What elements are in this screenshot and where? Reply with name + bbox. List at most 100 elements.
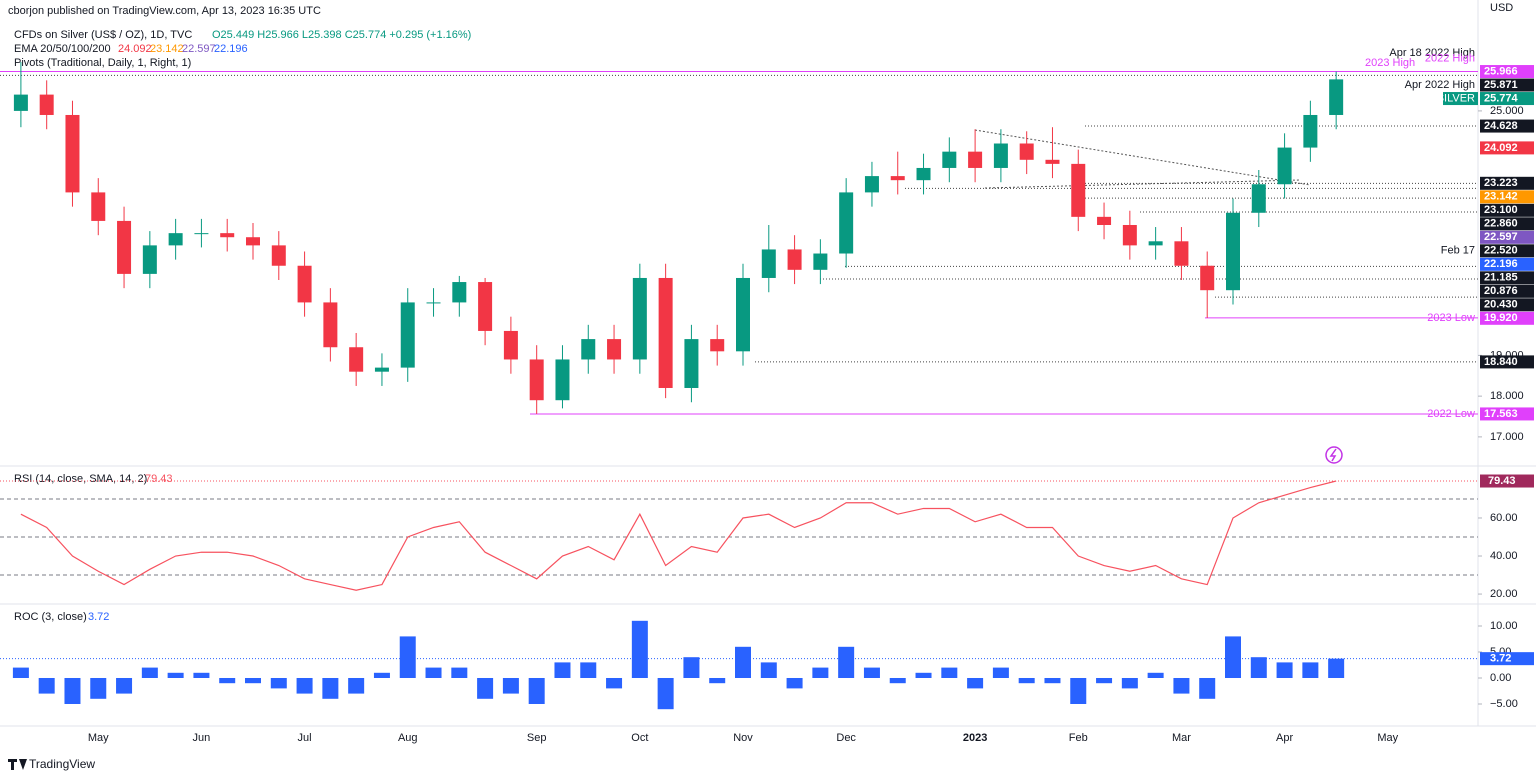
y-tick-label: 25.000	[1490, 105, 1524, 117]
roc-bar	[1276, 662, 1293, 678]
price-label-box	[1480, 257, 1534, 271]
roc-bar	[915, 672, 932, 678]
level-note: 2023 Low	[1427, 312, 1475, 324]
candle-body	[426, 302, 441, 304]
candle-body	[1045, 159, 1060, 164]
price-label: 20.430	[1484, 299, 1518, 311]
roc-bar	[1070, 677, 1087, 704]
trend-line	[984, 179, 1301, 189]
roc-tick-label: −5.00	[1490, 698, 1518, 710]
price-label: 25.774	[1484, 92, 1519, 104]
candle-body	[400, 302, 415, 368]
annotation: 2023 High	[1365, 57, 1415, 69]
candle-body	[271, 245, 286, 266]
candle-body	[658, 277, 673, 388]
price-label-box	[1480, 230, 1534, 244]
price-label: 22.520	[1484, 245, 1518, 257]
roc-title: ROC (3, close)	[14, 611, 87, 623]
price-label: 18.840	[1484, 356, 1518, 368]
price-label-box	[1480, 141, 1534, 155]
roc-value: 3.72	[88, 611, 109, 623]
x-tick-label: Dec	[836, 732, 856, 744]
roc-bar	[245, 677, 261, 684]
x-tick-label: Feb	[1069, 732, 1088, 744]
price-label-box	[1480, 78, 1534, 92]
roc-bar	[1121, 677, 1138, 689]
roc-tick-label: 0.00	[1490, 672, 1511, 684]
candle-body	[710, 339, 725, 352]
price-label-box	[1480, 284, 1534, 298]
price-label-box	[1480, 92, 1534, 106]
candle-body	[220, 233, 235, 238]
price-label: 22.860	[1484, 218, 1518, 230]
price-label-box	[1480, 203, 1534, 217]
roc-bar	[786, 677, 803, 689]
pivots-legend: Pivots (Traditional, Daily, 1, Right, 1)	[14, 57, 191, 69]
roc-bar	[1173, 677, 1190, 694]
price-label: 17.563	[1484, 408, 1518, 420]
roc-bar	[1250, 657, 1267, 678]
roc-bar	[838, 646, 855, 678]
level-note: 2022 Low	[1427, 408, 1475, 420]
roc-bar	[322, 677, 339, 699]
roc-bar	[709, 677, 726, 684]
roc-bar	[528, 677, 545, 704]
price-label: 25.871	[1484, 79, 1518, 91]
rsi-tick-label: 40.00	[1490, 550, 1518, 562]
candle-body	[839, 192, 854, 254]
rsi-value-box	[1480, 474, 1534, 488]
x-tick-label: 2023	[963, 732, 987, 744]
x-tick-label: May	[88, 732, 109, 744]
roc-bar	[477, 677, 494, 699]
roc-bar	[1096, 677, 1113, 684]
level-note: Apr 2022 High	[1405, 79, 1475, 91]
price-label-box	[1480, 311, 1534, 325]
roc-value-label: 3.72	[1490, 653, 1511, 665]
candle-body	[761, 249, 776, 278]
roc-bar	[116, 677, 133, 694]
candle-body	[349, 347, 364, 372]
roc-bar	[219, 677, 236, 684]
symbol: CFDs on Silver (US$ / OZ), 1D, TVC	[14, 29, 192, 41]
x-tick-label: Jul	[298, 732, 312, 744]
x-tick-label: May	[1377, 732, 1398, 744]
x-tick-label: Oct	[631, 732, 648, 744]
roc-bar	[451, 667, 468, 678]
level-note: Feb 17	[1441, 245, 1475, 257]
lightning-icon[interactable]	[1325, 446, 1343, 464]
candle-body	[478, 282, 493, 331]
candle-body	[787, 249, 802, 270]
candle-body	[1071, 163, 1086, 217]
candle-body	[1303, 114, 1318, 148]
ema-value: 22.196	[214, 43, 248, 55]
candle-body	[246, 237, 260, 246]
roc-value-box	[1480, 652, 1534, 666]
rsi-value-label: 79.43	[1488, 475, 1516, 487]
ema-value: 24.092	[118, 43, 152, 55]
ema-legend: EMA 20/50/100/200	[14, 43, 111, 55]
roc-bar	[1302, 662, 1319, 678]
price-label-box	[1480, 65, 1534, 79]
candle-body	[864, 176, 879, 193]
candle-body	[374, 367, 389, 372]
price-label-box	[1480, 407, 1534, 421]
roc-bar	[580, 662, 597, 678]
roc-bar	[889, 677, 906, 684]
roc-bar	[1328, 658, 1345, 678]
roc-bar	[348, 677, 365, 694]
candle-body	[503, 330, 518, 360]
roc-bar	[657, 677, 674, 710]
candle-body	[555, 359, 570, 401]
x-tick-label: Apr	[1276, 732, 1293, 744]
y-tick-label: 18.000	[1490, 390, 1524, 402]
candle-body	[1329, 79, 1344, 115]
candle-body	[323, 302, 338, 348]
price-label-box	[1480, 355, 1534, 369]
candle-body	[13, 94, 28, 111]
roc-bar	[64, 677, 81, 704]
candle-body	[297, 265, 312, 303]
currency: USD	[1490, 2, 1513, 14]
roc-bar	[1225, 636, 1241, 678]
x-tick-label: Sep	[527, 732, 547, 744]
